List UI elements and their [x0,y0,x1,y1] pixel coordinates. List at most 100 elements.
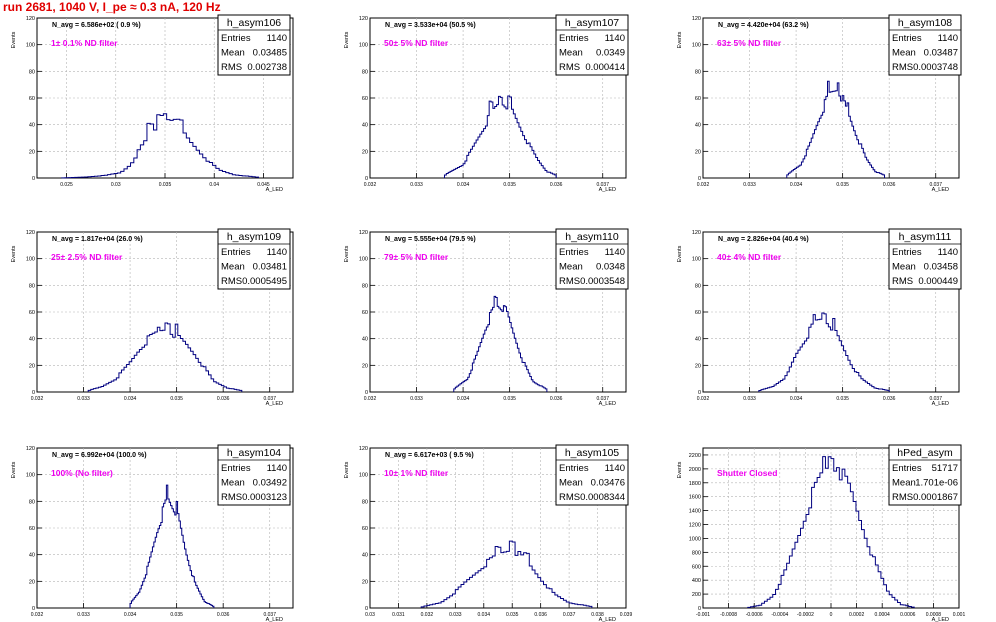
y-axis-label: Events [677,245,683,262]
x-tick-label: 0 [830,612,833,618]
y-tick-label: 60 [695,96,701,102]
histogram-bars [747,456,915,608]
y-tick-label: 2000 [689,467,701,473]
y-tick-label: 20 [695,149,701,155]
stat-rms-label: RMS [892,62,913,73]
stats-box [888,444,962,506]
n-avg-label: N_avg = 6.586e+02 ( 0.9 %) [52,22,141,29]
histogram-name: h_asym108 [898,17,952,29]
histogram-name: hPed_asym [897,447,953,459]
stats-box [888,228,962,290]
y-axis-label: Events [11,461,17,478]
y-tick-label: 40 [362,337,368,343]
x-tick-label: 0.035 [503,182,516,188]
x-tick-label: 0.036 [550,396,563,402]
x-tick-label: 0.033 [410,182,423,188]
x-tick-label: -0.001 [696,612,710,618]
stats-box [888,14,962,76]
n-avg-label: N_avg = 6.617e+03 ( 9.5 %) [385,452,474,459]
y-tick-label: 0 [365,606,368,612]
x-axis-label: A_LED [932,401,949,407]
y-tick-label: 100 [26,257,35,263]
y-tick-label: 60 [362,96,368,102]
x-tick-label: 0.036 [217,396,230,402]
x-tick-label: 0.0008 [926,612,942,618]
x-tick-label: 0.035 [836,396,849,402]
x-tick-label: 0.001 [953,612,966,618]
x-tick-label: 0.036 [883,396,896,402]
stat-entries-label: Entries [559,33,589,44]
x-tick-label: 0.032 [31,612,44,618]
y-tick-label: 100 [359,43,368,49]
x-tick-label: 0.025 [60,182,73,188]
histogram-name: h_asym111 [899,231,952,243]
n-avg-label: N_avg = 3.533e+04 (50.5 %) [385,22,476,29]
histogram-name: h_asym106 [227,17,281,29]
stat-rms-label: RMS [892,276,913,287]
y-axis-label: Events [344,461,350,478]
y-tick-label: 120 [359,230,368,236]
y-tick-label: 100 [692,43,701,49]
y-tick-label: 40 [362,123,368,129]
y-tick-label: 40 [29,337,35,343]
y-tick-label: 60 [29,96,35,102]
stats-box [555,228,629,290]
x-axis-label: A_LED [599,187,616,193]
y-tick-label: 20 [695,363,701,369]
stat-entries-value: 1140 [267,33,287,44]
x-tick-label: 0.034 [457,396,470,402]
y-tick-label: 0 [698,176,701,182]
histogram-h_asym111: 0 20 40 60 80 100 120 0.032 0.033 0.034 0.035 0.036… [677,228,962,407]
histogram-name: h_asym110 [565,231,619,243]
x-tick-label: 0.039 [620,612,633,618]
histogram-h_asym108: 0 20 40 60 80 100 120 0.032 0.033 0.034 0.035 0.036… [677,14,962,193]
stat-mean-value: 0.03487 [924,48,958,59]
n-avg-label: N_avg = 1.817e+04 (26.0 %) [52,236,143,243]
x-tick-label: 0.03 [111,182,121,188]
stat-mean-label: Mean [559,262,583,273]
stat-entries-label: Entries [892,247,922,258]
stat-mean-value: 0.03476 [591,478,625,489]
x-tick-label: 0.037 [596,396,609,402]
y-tick-label: 80 [29,283,35,289]
stat-entries-label: Entries [559,463,589,474]
y-tick-label: 20 [29,579,35,585]
y-tick-label: 100 [26,473,35,479]
x-tick-label: 0.032 [31,396,44,402]
stat-rms-label: RMS [892,492,913,503]
filter-annotation: 25± 2.5% ND filter [51,252,123,262]
stat-mean-label: Mean [221,478,245,489]
y-tick-label: 120 [359,446,368,452]
stat-entries-label: Entries [892,33,922,44]
stat-mean-value: 1.701e-06 [915,478,958,489]
x-tick-label: 0.035 [506,612,519,618]
stat-entries-value: 51717 [932,463,958,474]
stat-rms-value: 0.0008344 [580,492,625,503]
y-axis-label: Events [344,31,350,48]
stat-entries-value: 1140 [605,463,625,474]
stat-rms-value: 0.002738 [247,62,287,73]
filter-annotation: 79± 5% ND filter [384,252,449,262]
stat-entries-value: 1140 [605,33,625,44]
x-tick-label: 0.033 [743,396,756,402]
histogram-bars [420,540,593,608]
histogram-h_asym109: 0 20 40 60 80 100 120 0.032 0.033 0.034 0.035 0.036… [11,228,294,407]
y-tick-label: 80 [362,69,368,75]
stat-rms-value: 0.0003748 [913,62,958,73]
histogram-h_asym110: 0 20 40 60 80 100 120 0.032 0.033 0.034 0.035 0.036… [344,228,629,407]
y-tick-label: 2200 [689,453,701,459]
stat-rms-value: 0.000449 [918,276,958,287]
stat-entries-value: 1140 [605,247,625,258]
stat-entries-label: Entries [221,247,251,258]
y-tick-label: 1800 [689,481,701,487]
stat-rms-label: RMS [221,492,242,503]
y-tick-label: 400 [692,578,701,584]
x-tick-label: 0.037 [929,182,942,188]
y-tick-label: 20 [29,149,35,155]
x-tick-label: 0.0004 [875,612,891,618]
y-tick-label: 60 [29,526,35,532]
y-tick-label: 100 [359,473,368,479]
filter-annotation: 1± 0.1% ND filter [51,38,118,48]
n-avg-label: N_avg = 4.420e+04 (63.2 %) [718,22,809,29]
n-avg-label: N_avg = 2.826e+04 (40.4 %) [718,236,809,243]
